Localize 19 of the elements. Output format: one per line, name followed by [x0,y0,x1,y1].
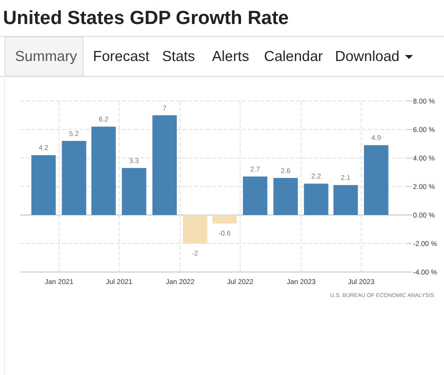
chart-title: United States GDP Growth Rate [3,8,289,29]
bar [273,178,298,215]
text: Alerts [212,49,250,65]
bar [212,215,237,224]
bar [333,185,358,215]
text: Forecast [93,49,150,65]
bar [31,155,56,215]
bar [91,126,116,215]
bar [62,140,86,215]
bar [304,184,328,215]
text: Stats [162,49,196,65]
bar [152,115,177,215]
bar [364,145,388,215]
bar [122,168,146,215]
bar [182,215,208,244]
text: Calendar [264,49,324,65]
text: Download [335,49,400,65]
text: Summary [15,49,78,65]
bar [242,176,268,215]
